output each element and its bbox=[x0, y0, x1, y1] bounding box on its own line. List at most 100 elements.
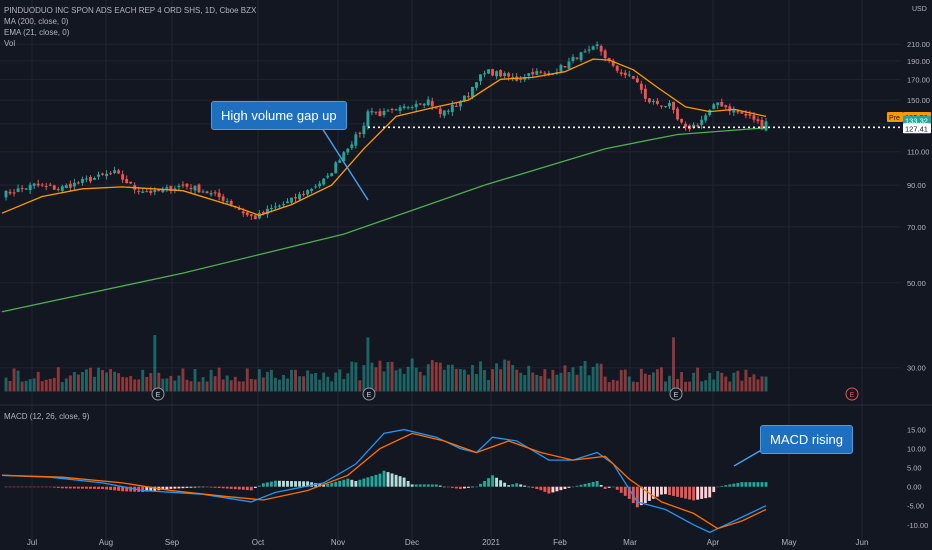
macd-histogram-bar bbox=[704, 486, 708, 499]
volume-bar bbox=[378, 360, 382, 392]
macd-histogram-bar bbox=[64, 486, 68, 489]
macd-histogram-bar bbox=[680, 486, 684, 498]
macd-histogram-bar bbox=[40, 486, 44, 488]
volume-bar bbox=[483, 370, 486, 392]
volume-bar bbox=[314, 372, 318, 392]
macd-histogram-bar bbox=[378, 473, 382, 487]
macd-histogram-bar bbox=[515, 483, 519, 487]
candle-body bbox=[676, 108, 679, 120]
macd-histogram-bar bbox=[48, 486, 52, 488]
macd-histogram-bar bbox=[471, 486, 474, 488]
candle-body bbox=[330, 173, 334, 176]
currency-label: USD bbox=[912, 6, 927, 13]
volume-bar bbox=[756, 379, 760, 392]
volume-bar bbox=[559, 372, 563, 392]
volume-bar bbox=[56, 367, 60, 392]
volume-bar bbox=[294, 369, 297, 392]
candle-body bbox=[314, 186, 318, 188]
candle-body bbox=[595, 44, 599, 46]
macd-tick-label: 10.00 bbox=[907, 445, 926, 454]
macd-histogram-bar bbox=[567, 486, 571, 488]
volume-bar bbox=[519, 372, 523, 392]
volume-bar bbox=[563, 365, 567, 392]
macd-legend[interactable]: MACD (12, 26, close, 9) bbox=[4, 412, 90, 421]
volume-bar bbox=[213, 376, 217, 392]
volume-bar bbox=[728, 381, 732, 392]
macd-histogram-bar bbox=[257, 485, 261, 487]
volume-bar bbox=[676, 378, 679, 392]
volume-bar bbox=[153, 335, 157, 392]
candle-body bbox=[611, 60, 615, 66]
volume-bar bbox=[4, 377, 8, 392]
volume-bar bbox=[221, 379, 225, 392]
macd-histogram-bar bbox=[623, 486, 627, 496]
volume-bar bbox=[342, 378, 346, 392]
volume-bar bbox=[668, 375, 671, 392]
volume-bar bbox=[24, 380, 28, 392]
last-price-tag: 133.32 bbox=[905, 117, 928, 126]
candle-body bbox=[261, 211, 265, 214]
macd-histogram-bar bbox=[253, 486, 257, 489]
candle-body bbox=[760, 119, 764, 130]
volume-bar bbox=[257, 369, 261, 392]
time-tick-label: Oct bbox=[252, 538, 265, 547]
candle-body bbox=[647, 98, 651, 103]
candle-body bbox=[668, 102, 671, 107]
volume-bar bbox=[748, 377, 752, 392]
price-axis[interactable]: 30.0050.0070.0090.00110.00130.00150.0017… bbox=[907, 40, 930, 372]
volume-bar bbox=[466, 374, 470, 392]
macd-histogram-bar bbox=[209, 486, 213, 488]
volume-bar bbox=[434, 362, 438, 392]
candle-body bbox=[76, 182, 80, 184]
volume-bar bbox=[161, 378, 165, 392]
candle-body bbox=[386, 110, 390, 112]
candle-body bbox=[24, 188, 28, 190]
ma200-legend[interactable]: MA (200, close, 0) bbox=[4, 17, 69, 26]
volume-bar bbox=[752, 374, 756, 392]
ma200-line bbox=[1, 127, 767, 313]
signal-line bbox=[1, 432, 767, 530]
volume-bar bbox=[52, 377, 56, 392]
volume-bar bbox=[619, 369, 623, 392]
time-tick-label: Aug bbox=[99, 538, 113, 547]
volume-bar bbox=[543, 369, 547, 392]
volume-bar bbox=[225, 375, 229, 392]
volume-bar bbox=[732, 372, 736, 392]
candle-body bbox=[221, 196, 225, 201]
macd-histogram-bar bbox=[165, 486, 169, 490]
macd-histogram-bar bbox=[32, 486, 36, 488]
candle-body bbox=[535, 71, 539, 75]
volume-bar bbox=[438, 362, 442, 392]
macd-histogram-bar bbox=[551, 486, 555, 493]
time-axis[interactable]: Jul Aug Sep Oct Nov Dec 2021 Feb Mar Apr May Jun bbox=[27, 538, 869, 547]
candle-body bbox=[643, 88, 647, 99]
candle-body bbox=[249, 214, 253, 216]
volume-bar bbox=[639, 368, 643, 392]
macd-histogram-bar bbox=[189, 486, 193, 488]
candle-body bbox=[764, 121, 768, 131]
macd-axis[interactable]: -10.00 -5.00 0.00 5.00 10.00 15.00 bbox=[907, 426, 928, 530]
candle-body bbox=[479, 74, 482, 82]
volume-legend[interactable]: Vol bbox=[4, 39, 16, 48]
volume-bar bbox=[282, 374, 285, 392]
volume-bar bbox=[736, 370, 740, 392]
macd-histogram-bar bbox=[217, 486, 221, 488]
candle-body bbox=[635, 78, 639, 83]
ema21-legend[interactable]: EMA (21, close, 0) bbox=[4, 28, 70, 37]
macd-histogram-bar bbox=[56, 486, 60, 488]
macd-histogram-bar bbox=[434, 484, 438, 487]
volume-bar bbox=[44, 379, 48, 392]
candle-body bbox=[543, 72, 547, 74]
volume-bar bbox=[664, 381, 667, 392]
candle-body bbox=[117, 170, 121, 174]
macd-histogram-bar bbox=[290, 481, 293, 487]
candle-body bbox=[241, 211, 245, 214]
volume-bar bbox=[491, 369, 495, 392]
volume-bar bbox=[80, 372, 84, 392]
earnings-marker: E bbox=[845, 387, 859, 401]
volume-bar bbox=[241, 381, 245, 392]
macd-histogram-bar bbox=[306, 481, 310, 487]
